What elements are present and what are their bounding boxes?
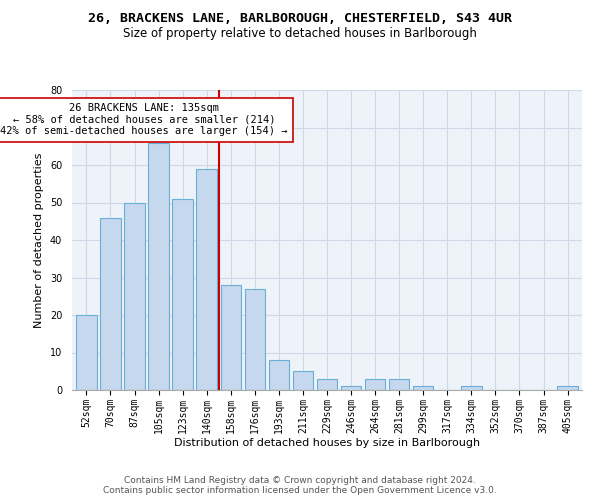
Bar	[389, 379, 409, 390]
Bar	[317, 379, 337, 390]
Text: Size of property relative to detached houses in Barlborough: Size of property relative to detached ho…	[123, 28, 477, 40]
Bar	[557, 386, 578, 390]
Bar	[124, 202, 145, 390]
X-axis label: Distribution of detached houses by size in Barlborough: Distribution of detached houses by size …	[174, 438, 480, 448]
Bar	[76, 315, 97, 390]
Bar	[413, 386, 433, 390]
Bar	[365, 379, 385, 390]
Bar	[196, 169, 217, 390]
Bar	[341, 386, 361, 390]
Bar	[293, 371, 313, 390]
Bar	[100, 218, 121, 390]
Bar	[461, 386, 482, 390]
Text: Contains HM Land Registry data © Crown copyright and database right 2024.
Contai: Contains HM Land Registry data © Crown c…	[103, 476, 497, 495]
Bar	[172, 198, 193, 390]
Bar	[221, 285, 241, 390]
Bar	[148, 142, 169, 390]
Text: 26, BRACKENS LANE, BARLBOROUGH, CHESTERFIELD, S43 4UR: 26, BRACKENS LANE, BARLBOROUGH, CHESTERF…	[88, 12, 512, 26]
Bar	[269, 360, 289, 390]
Bar	[245, 289, 265, 390]
Text: 26 BRACKENS LANE: 135sqm
← 58% of detached houses are smaller (214)
42% of semi-: 26 BRACKENS LANE: 135sqm ← 58% of detach…	[1, 103, 288, 136]
Y-axis label: Number of detached properties: Number of detached properties	[34, 152, 44, 328]
